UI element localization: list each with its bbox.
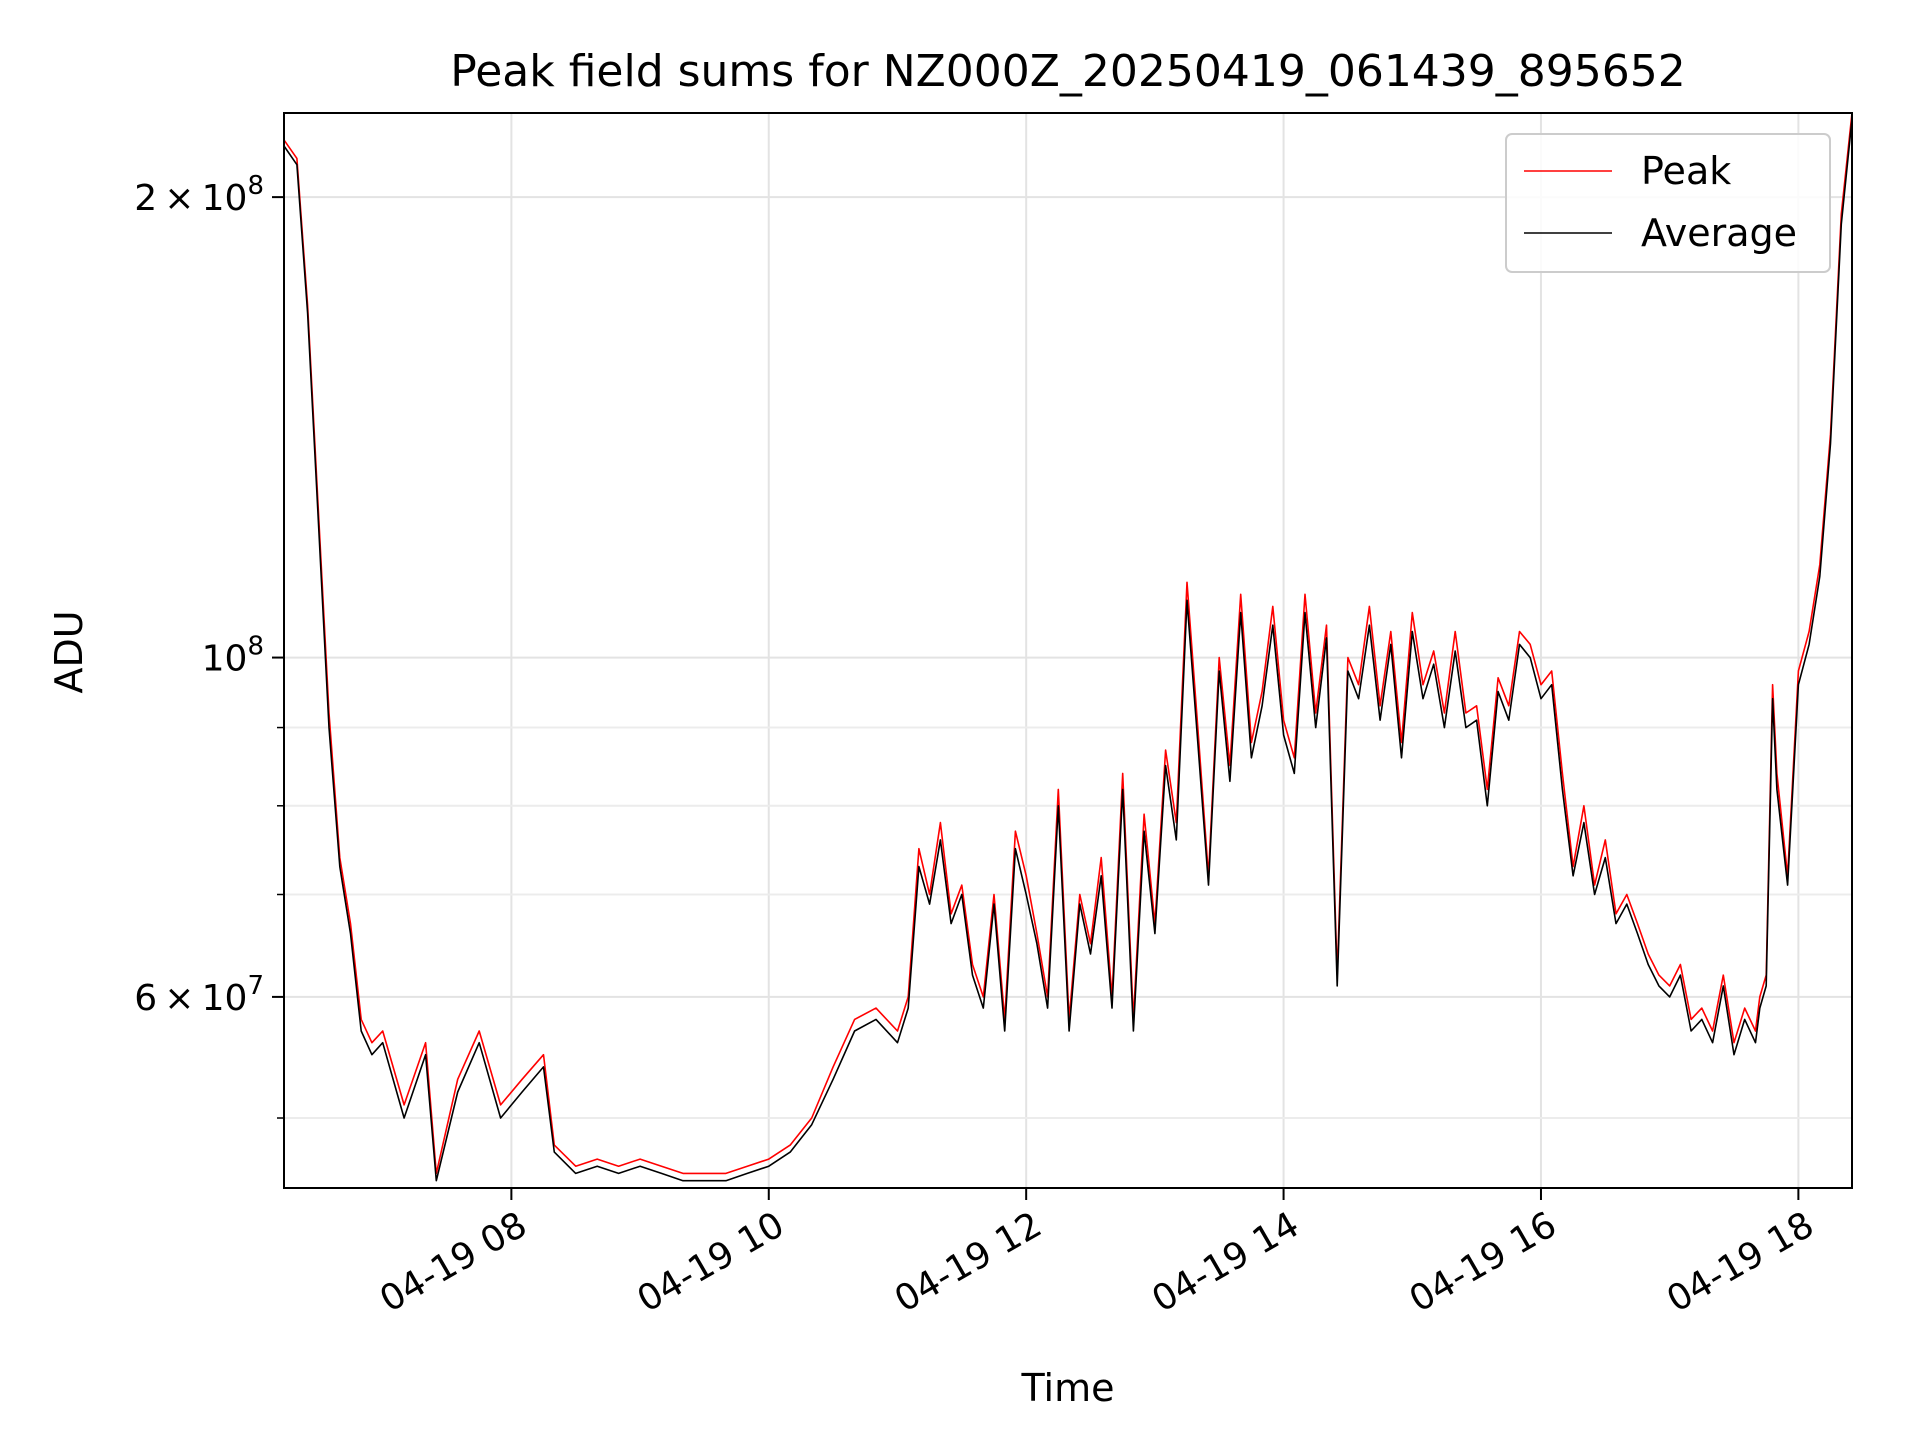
series-line-average: [283, 118, 1853, 1182]
series-line-peak: [283, 112, 1853, 1175]
y-tick-label: 6 × 107: [134, 971, 264, 1019]
legend-label-average: Average: [1641, 211, 1797, 255]
y-axis-label: ADU: [47, 610, 91, 693]
legend-box: [1505, 133, 1831, 273]
y-tick-label: 2 × 108: [134, 171, 264, 219]
x-axis-label: Time: [1021, 1366, 1115, 1410]
legend-label-peak: Peak: [1641, 149, 1731, 193]
grid: [284, 113, 1852, 1188]
legend: Peak Average: [1505, 133, 1831, 273]
y-tick-label: 108: [202, 632, 264, 680]
series-layer: [283, 112, 1853, 1182]
chart-title: Peak field sums for NZ000Z_20250419_0614…: [450, 46, 1686, 97]
plot-frame: [283, 112, 1853, 1189]
